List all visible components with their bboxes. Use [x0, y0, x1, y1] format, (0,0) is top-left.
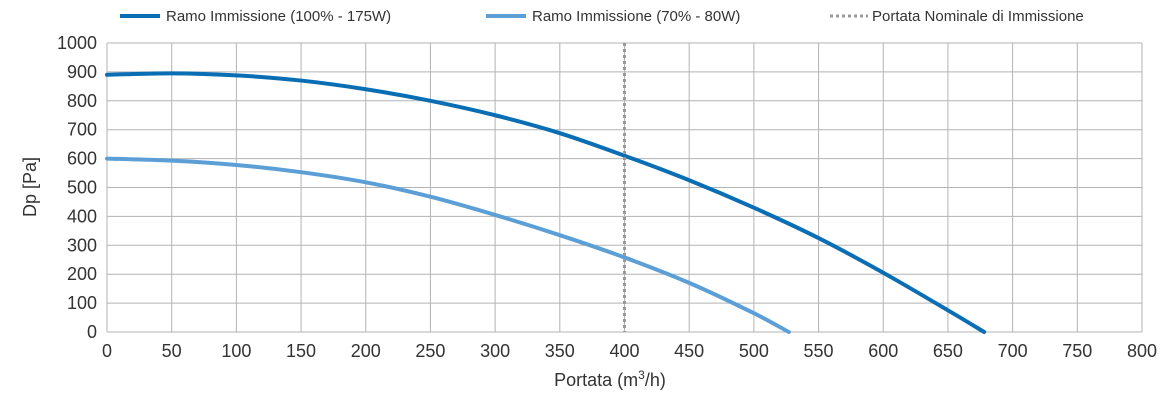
- legend: Ramo Immissione (100% - 175W) Ramo Immis…: [120, 8, 1084, 25]
- x-tick-label-4: 200: [351, 341, 381, 361]
- series-lines: [105, 71, 987, 334]
- x-axis-title: Portata (m3/h): [554, 368, 666, 390]
- x-tick-label-3: 150: [286, 341, 316, 361]
- y-axis-ticks: 0 100 200 300 400 500 600 700 800 900 1000: [57, 33, 97, 342]
- x-tick-label-2: 100: [221, 341, 251, 361]
- y-tick-label-3: 300: [67, 235, 97, 255]
- x-tick-label-7: 350: [545, 341, 575, 361]
- x-tick-label-14: 700: [998, 341, 1028, 361]
- x-tick-label-9: 450: [674, 341, 704, 361]
- y-tick-label-8: 800: [67, 91, 97, 111]
- x-tick-label-15: 750: [1062, 341, 1092, 361]
- y-axis-title: Dp [Pa]: [20, 157, 40, 217]
- x-tick-label-1: 50: [162, 341, 182, 361]
- y-tick-label-4: 400: [67, 206, 97, 226]
- legend-label-series-2: Ramo Immissione (70% - 80W): [532, 8, 740, 25]
- x-axis-ticks: 0 50 100 150 200 250 300 350 400 450 500 550 600 650 7…: [102, 341, 1157, 361]
- x-tick-label-5: 250: [415, 341, 445, 361]
- y-tick-label-7: 700: [67, 120, 97, 140]
- x-tick-label-12: 600: [868, 341, 898, 361]
- x-tick-label-13: 650: [933, 341, 963, 361]
- legend-label-series-1: Ramo Immissione (100% - 175W): [166, 8, 391, 25]
- x-tick-label-6: 300: [480, 341, 510, 361]
- x-tick-label-8: 400: [609, 341, 639, 361]
- series-line-1: [105, 71, 987, 334]
- y-tick-label-10: 1000: [57, 33, 97, 53]
- y-tick-label-1: 100: [67, 293, 97, 313]
- series-line-2: [105, 156, 791, 334]
- y-tick-label-9: 900: [67, 62, 97, 82]
- x-tick-label-16: 800: [1127, 341, 1157, 361]
- legend-label-reference: Portata Nominale di Immissione: [872, 8, 1084, 25]
- y-tick-label-5: 500: [67, 178, 97, 198]
- y-tick-label-6: 600: [67, 149, 97, 169]
- x-tick-label-11: 550: [804, 341, 834, 361]
- y-tick-label-0: 0: [87, 322, 97, 342]
- y-tick-label-2: 200: [67, 264, 97, 284]
- x-tick-label-10: 500: [739, 341, 769, 361]
- x-tick-label-0: 0: [102, 341, 112, 361]
